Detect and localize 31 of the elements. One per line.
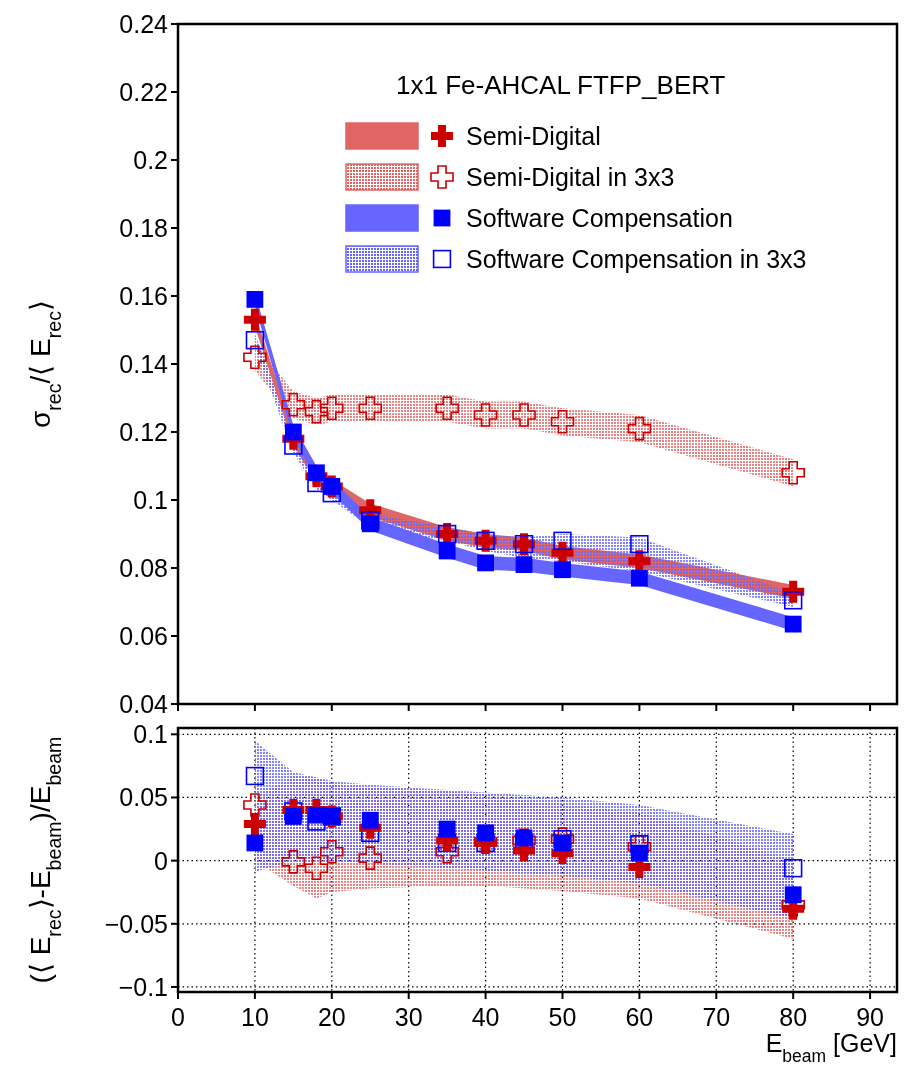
y-tick-label: −0.1 bbox=[118, 972, 168, 1001]
y-tick-label: 0.1 bbox=[133, 720, 168, 749]
x-tick-label: 40 bbox=[471, 1003, 500, 1031]
y-tick-label: 0.12 bbox=[119, 418, 168, 446]
x-tick-label: 30 bbox=[394, 1003, 423, 1031]
legend-label: Software Compensation in 3x3 bbox=[466, 245, 807, 273]
y-tick-label: 0.18 bbox=[119, 214, 168, 242]
x-tick-label: 60 bbox=[625, 1003, 654, 1031]
y-tick-label: 0.22 bbox=[119, 78, 168, 106]
y-tick-label: 0.05 bbox=[119, 783, 168, 812]
legend-label: Semi-Digital bbox=[466, 122, 601, 150]
x-tick-label: 10 bbox=[240, 1003, 269, 1031]
x-tick-label: 90 bbox=[856, 1003, 884, 1031]
y-tick-label: 0 bbox=[154, 846, 168, 875]
y-tick-label: 0.16 bbox=[119, 282, 168, 310]
y-tick-label: 0.14 bbox=[119, 350, 169, 378]
y-tick-label: −0.05 bbox=[104, 909, 168, 938]
y-tick-label: 0.2 bbox=[133, 146, 168, 174]
legend-label: Semi-Digital in 3x3 bbox=[466, 163, 675, 191]
x-axis-title: E$_{beam}$ [GeV] bbox=[765, 1029, 897, 1066]
y-tick-label: 0.06 bbox=[119, 622, 168, 650]
y-tick-label: 0.24 bbox=[119, 10, 169, 38]
y-tick-label: 0.08 bbox=[119, 554, 168, 582]
x-tick-label: 50 bbox=[548, 1003, 577, 1031]
y-tick-label: 0.04 bbox=[119, 690, 169, 718]
legend-label: Software Compensation bbox=[466, 204, 733, 232]
x-tick-label: 70 bbox=[702, 1003, 731, 1031]
legend-title: 1x1 Fe-AHCAL FTFP_BERT bbox=[396, 70, 726, 100]
x-tick-label: 80 bbox=[779, 1003, 808, 1031]
x-tick-label: 20 bbox=[317, 1003, 346, 1031]
y-tick-label: 0.1 bbox=[133, 486, 168, 514]
